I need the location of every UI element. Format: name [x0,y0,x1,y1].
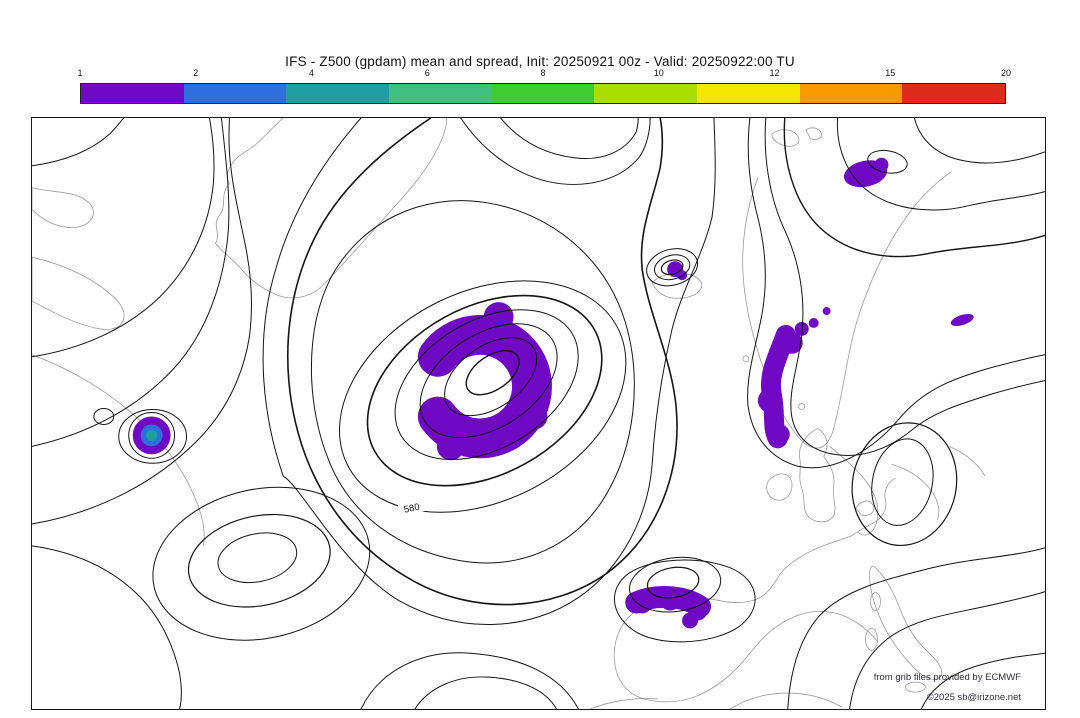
colorbar-segment [799,84,903,103]
contour-label-580: 580 [397,497,430,517]
colorbar-tick-label: 4 [308,68,315,78]
colorbar-tick-label: 12 [769,68,780,78]
spread-blob [436,432,465,461]
coast-baffin-2 [32,256,125,330]
colorbar-segment [902,84,1006,103]
colorbar-segment [697,84,800,103]
spread-west-spot-level4 [146,429,158,441]
spread-blob [682,612,699,629]
colorbar-segment [491,84,595,103]
coast-sicily [905,681,926,693]
contour-label-halo [397,497,430,517]
coast-baffin-1 [32,187,94,228]
coast-shetland [798,403,806,410]
colorbar-tick-label: 2 [193,68,199,78]
coast-france-iberia [613,535,878,703]
spread-blob [794,321,809,336]
z500-contours-group [32,118,1045,709]
spread-blob [633,595,652,614]
spread-blob [660,590,681,611]
coast-africa-2 [729,692,842,709]
spread-blob [757,388,782,413]
colorbar-tick-label: 20 [1000,68,1012,78]
spread-colorbar [80,83,1006,104]
spread-blob [874,157,889,172]
coast-baltic-3 [949,445,986,477]
colorbar-segment [81,84,184,103]
colorbar-tick-label: 6 [424,68,430,78]
coast-baltic-2 [891,463,940,521]
coast-greenland [214,118,448,299]
coast-africa-1 [590,698,659,709]
coast-ireland [766,473,793,501]
coast-faroe [742,355,750,363]
credit-copyright: ©2025 sb@irizone.net [926,692,1021,703]
spread-norway-band [761,324,796,449]
coast-britain [799,427,836,523]
iceland-low-contours [646,248,699,287]
colorbar-tick-labels: 1 2 4 6 8 10 12 15 20 [77,68,1011,80]
spread-blob [769,424,790,445]
central-europe-cell-contours [851,422,958,547]
spread-blob [780,331,803,354]
colorbar-segment [183,84,287,103]
colorbar-segment [286,84,390,103]
coast-labrador [32,354,205,546]
coast-corsica [870,592,881,611]
spread-blob [521,403,548,430]
colorbar-tick-label: 15 [885,68,896,78]
coast-baltic-1 [829,446,879,536]
colorbar-segment [389,84,492,103]
coast-svalbard-1 [771,129,800,147]
main-low-contours [262,118,716,626]
southwest-cell-contours [152,486,371,641]
colorbar-tick-label: 8 [540,68,546,78]
coast-germany [851,477,896,537]
colorbar-tick-label: 1 [77,68,83,78]
iberia-low-contours [613,556,756,643]
contour-label-text: 580 [403,502,421,516]
map-frame: 580 from grib files provided by ECMWF ©2… [31,117,1046,710]
colorbar-segment [594,84,698,103]
spread-shading-group [132,157,974,629]
spread-blob [483,302,514,332]
coast-italy [869,565,942,680]
coast-sardinia [865,628,878,651]
coast-denmark [855,500,875,516]
spread-blob [808,317,819,328]
credit-provider: from grib files provided by ECMWF [873,672,1021,683]
spread-atlantic-crescent [417,315,552,459]
weather-map-canvas: 580 [32,118,1045,709]
spread-blob [822,307,831,315]
spread-east-blob [950,313,974,326]
coast-scandinavia [742,171,952,449]
coast-svalbard-2 [805,127,823,140]
chart-title: IFS - Z500 (gpdam) mean and spread, Init… [285,54,795,69]
coastlines-group [32,118,986,709]
colorbar-tick-label: 10 [653,68,664,78]
